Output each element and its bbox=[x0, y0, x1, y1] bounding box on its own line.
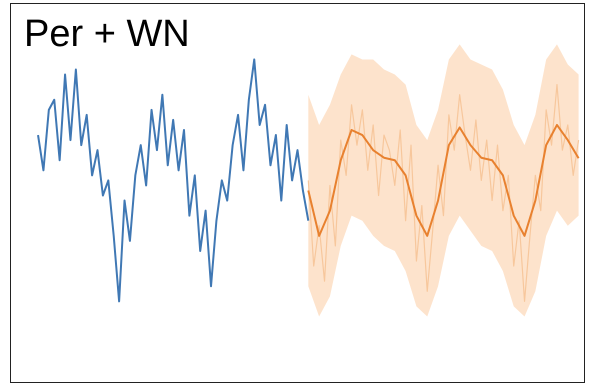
series-line bbox=[37, 58, 310, 303]
chart-title: Per + WN bbox=[24, 13, 190, 55]
uncertainty-band bbox=[308, 44, 579, 317]
plot bbox=[37, 44, 580, 317]
series-line bbox=[307, 123, 580, 237]
series-line bbox=[307, 84, 580, 302]
